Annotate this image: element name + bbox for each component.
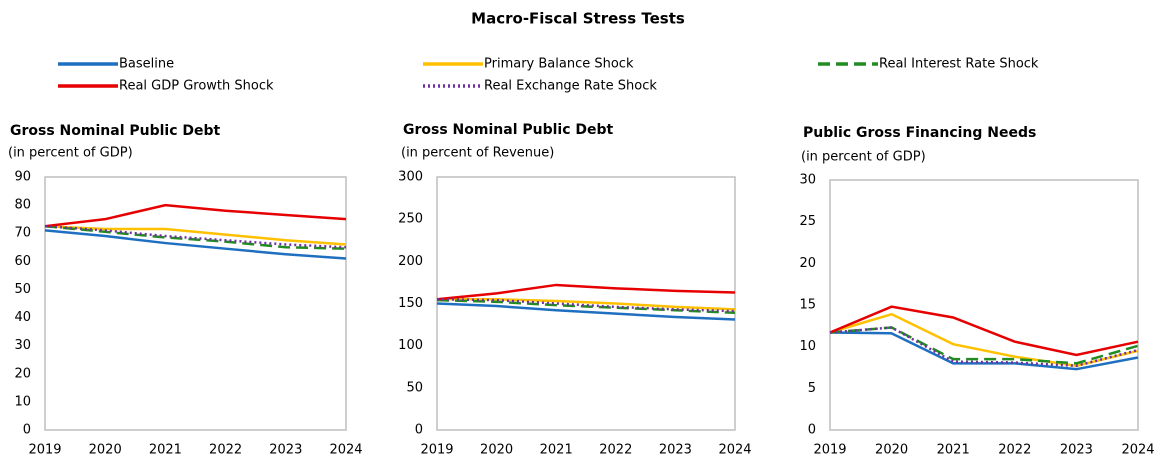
y-tick-label: 80 [14, 198, 31, 213]
y-tick-label: 20 [14, 366, 31, 381]
y-tick-label: 300 [398, 170, 423, 185]
x-tick-label: 2020 [480, 443, 513, 458]
x-tick-label: 2022 [998, 443, 1031, 458]
series-line [436, 283, 736, 301]
x-tick-label: 2021 [937, 443, 970, 458]
series-line [44, 224, 347, 249]
series-line [829, 331, 1139, 371]
x-tick-label: 2024 [1121, 443, 1154, 458]
series-line [829, 305, 1139, 357]
series-line [44, 229, 347, 260]
x-tick-label: 2021 [540, 443, 573, 458]
x-tick-label: 2024 [718, 443, 751, 458]
y-tick-label: 100 [398, 338, 423, 353]
y-tick-label: 0 [23, 423, 31, 438]
y-tick-label: 70 [14, 226, 31, 241]
y-tick-label: 200 [398, 254, 423, 269]
y-tick-label: 10 [799, 339, 816, 354]
series-line [44, 224, 347, 250]
y-tick-label: 50 [406, 380, 423, 395]
x-tick-label: 2019 [813, 443, 846, 458]
y-tick-label: 60 [14, 254, 31, 269]
series-line [44, 203, 347, 228]
legend-label: Real GDP Growth Shock [119, 79, 274, 94]
y-tick-label: 20 [799, 256, 816, 271]
panel-title: Gross Nominal Public Debt [10, 123, 221, 139]
panel-subtitle: (in percent of Revenue) [401, 146, 554, 161]
panel-title: Public Gross Financing Needs [803, 125, 1036, 141]
y-tick-label: 5 [808, 381, 816, 396]
legend-label: Baseline [119, 57, 174, 72]
x-tick-label: 2019 [28, 443, 61, 458]
y-tick-label: 30 [14, 338, 31, 353]
x-tick-label: 2023 [1060, 443, 1093, 458]
series-line [829, 326, 1139, 368]
y-tick-label: 90 [14, 170, 31, 185]
legend-label: Real Exchange Rate Shock [484, 79, 657, 94]
legend-label: Real Interest Rate Shock [879, 57, 1039, 72]
panel-subtitle: (in percent of GDP) [8, 146, 133, 161]
x-tick-label: 2020 [89, 443, 122, 458]
legend-label: Primary Balance Shock [484, 57, 634, 72]
x-tick-label: 2020 [875, 443, 908, 458]
series-line [436, 302, 736, 321]
x-tick-label: 2023 [659, 443, 692, 458]
y-tick-label: 250 [398, 212, 423, 227]
y-tick-label: 25 [799, 214, 816, 229]
x-tick-label: 2022 [599, 443, 632, 458]
y-tick-label: 150 [398, 296, 423, 311]
y-tick-label: 15 [799, 298, 816, 313]
y-tick-label: 30 [799, 173, 816, 188]
x-tick-label: 2022 [209, 443, 242, 458]
x-tick-label: 2021 [149, 443, 182, 458]
y-tick-label: 50 [14, 282, 31, 297]
plot-frame [829, 179, 1139, 431]
page-title: Macro-Fiscal Stress Tests [471, 10, 685, 28]
panel-subtitle: (in percent of GDP) [801, 150, 926, 165]
y-tick-label: 40 [14, 310, 31, 325]
x-tick-label: 2019 [420, 443, 453, 458]
plot-frame [436, 176, 736, 431]
panel-title: Gross Nominal Public Debt [403, 122, 614, 138]
x-tick-label: 2023 [269, 443, 302, 458]
series-line [436, 298, 736, 315]
series-line [437, 298, 736, 311]
y-tick-label: 10 [14, 394, 31, 409]
y-tick-label: 0 [808, 423, 816, 438]
x-tick-label: 2024 [329, 443, 362, 458]
y-tick-label: 0 [415, 423, 423, 438]
plot-frame [44, 176, 347, 431]
